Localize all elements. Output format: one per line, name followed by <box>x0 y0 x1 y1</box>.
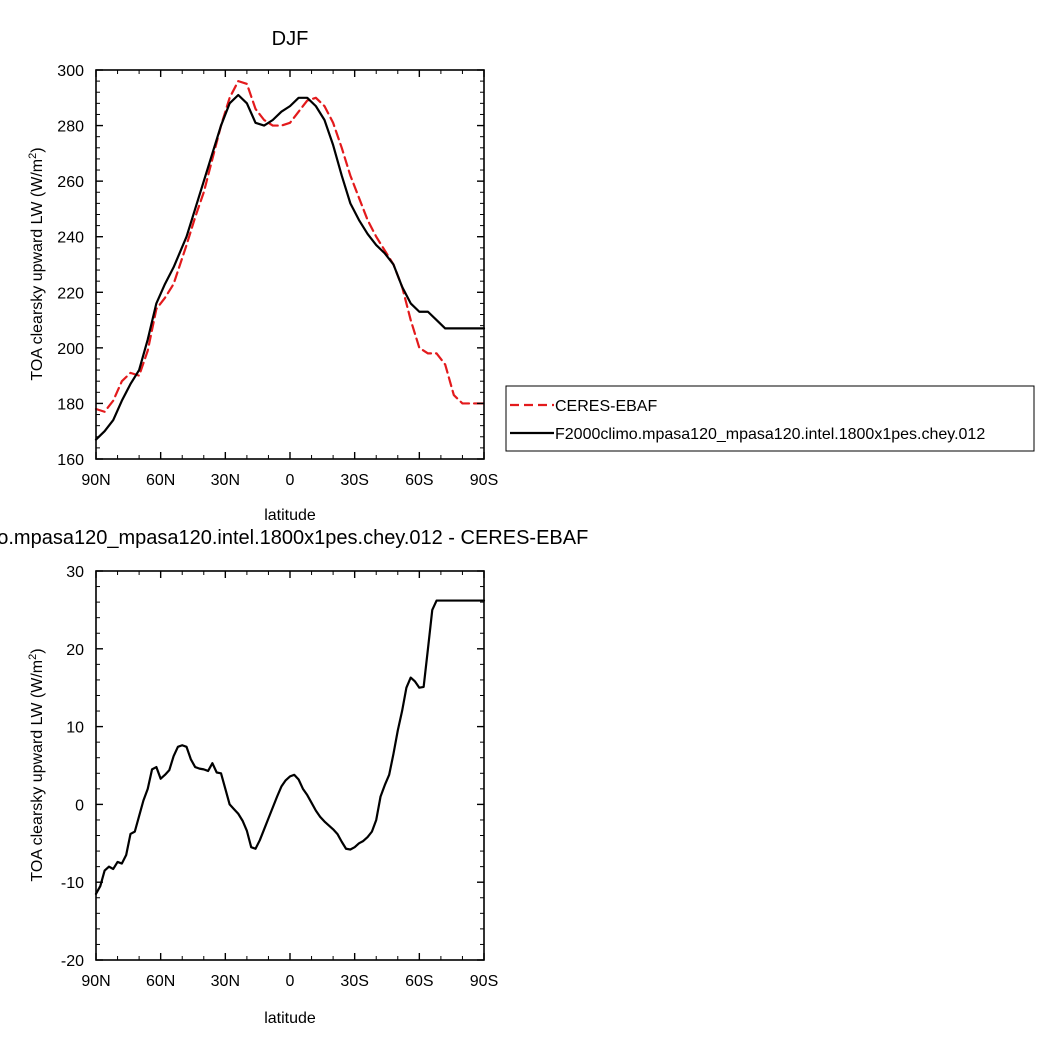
top-y-tick-label: 260 <box>57 174 84 191</box>
bottom-y-tick-label: -20 <box>61 953 84 970</box>
bottom-y-axis-label: TOA clearsky upward LW (W/m2) <box>27 648 46 881</box>
top-x-tick-label: 60S <box>405 472 433 489</box>
legend-entry-model: F2000climo.mpasa120_mpasa120.intel.1800x… <box>555 426 985 443</box>
top-x-tick-label: 30N <box>211 472 240 489</box>
bottom-y-tick-label: -10 <box>61 875 84 892</box>
top-x-tick-label: 60N <box>146 472 175 489</box>
bottom-y-tick-label: 20 <box>66 642 84 659</box>
top-y-axis-label-close: ) <box>29 147 46 152</box>
top-x-tick-label: 90S <box>470 472 498 489</box>
bottom-y-axis-label-main: TOA clearsky upward LW (W/m <box>29 660 46 882</box>
top-series-layer <box>94 80 486 441</box>
bottom-plot-frame <box>95 570 485 961</box>
top-y-tick-label: 220 <box>57 285 84 302</box>
top-y-tick-label: 280 <box>57 119 84 136</box>
legend: CERES-EBAF F2000climo.mpasa120_mpasa120.… <box>505 385 1035 452</box>
top-ticks-layer: 90N 60N 30N 0 30S 60S 90S 160 180 200 220 240 260 280… <box>57 63 498 489</box>
top-x-axis-label: latitude <box>264 507 316 524</box>
bottom-title: ıo.mpasa120_mpasa120.intel.1800x1pes.che… <box>0 527 588 549</box>
top-y-tick-label: 300 <box>57 63 84 80</box>
bottom-x-tick-label: 60N <box>146 973 175 990</box>
bottom-series-line-0 <box>94 599 486 895</box>
bottom-x-tick-label: 30S <box>340 973 368 990</box>
top-y-tick-label: 160 <box>57 452 84 469</box>
top-y-axis-label: TOA clearsky upward LW (W/m2) <box>27 147 46 380</box>
bottom-x-tick-label: 90S <box>470 973 498 990</box>
top-y-tick-label: 200 <box>57 341 84 358</box>
bottom-ticks-layer: 90N 60N 30N 0 30S 60S 90S -20 -10 0 10 20 30 <box>61 564 498 990</box>
top-plot-frame <box>95 69 485 460</box>
top-x-tick-label: 0 <box>286 472 295 489</box>
top-y-axis-label-main: TOA clearsky upward LW (W/m <box>29 159 46 381</box>
bottom-x-tick-label: 30N <box>211 973 240 990</box>
top-series-line-0 <box>94 80 486 413</box>
bottom-y-axis-label-close: ) <box>29 648 46 653</box>
top-y-tick-label: 240 <box>57 230 84 247</box>
legend-entry-ceres: CERES-EBAF <box>555 398 657 415</box>
top-y-axis-label-sup: 2 <box>27 153 39 159</box>
legend-box <box>505 385 1035 452</box>
bottom-y-tick-label: 0 <box>75 797 84 814</box>
bottom-y-tick-label: 10 <box>66 720 84 737</box>
bottom-x-tick-label: 0 <box>286 973 295 990</box>
top-title: DJF <box>272 28 309 50</box>
bottom-x-axis-label: latitude <box>264 1010 316 1027</box>
bottom-panel: ıo.mpasa120_mpasa120.intel.1800x1pes.che… <box>0 527 588 1027</box>
bottom-x-tick-label: 60S <box>405 973 433 990</box>
bottom-y-tick-label: 30 <box>66 564 84 581</box>
top-x-tick-label: 30S <box>340 472 368 489</box>
top-x-tick-label: 90N <box>81 472 110 489</box>
top-series-line-1 <box>94 93 486 441</box>
bottom-x-tick-label: 90N <box>81 973 110 990</box>
bottom-y-axis-label-sup: 2 <box>27 654 39 660</box>
bottom-series-layer <box>94 599 486 895</box>
top-y-tick-label: 180 <box>57 396 84 413</box>
top-panel: DJF 90N 60N 30N 0 30S 60S 90S 160 180 200 220 240 26… <box>27 28 1035 524</box>
